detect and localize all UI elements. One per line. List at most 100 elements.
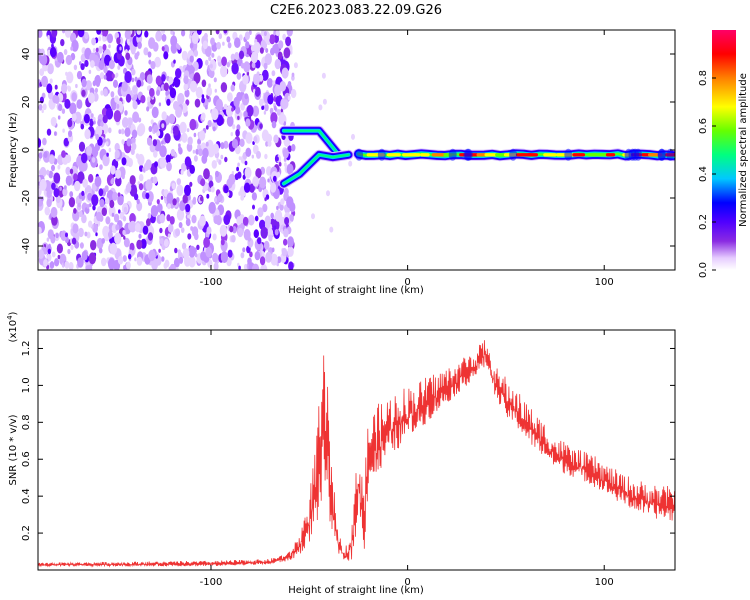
noise-blob: [176, 178, 181, 186]
noise-blob: [132, 85, 138, 94]
noise-blob: [123, 265, 127, 270]
noise-blob: [178, 147, 183, 155]
noise-blob: [212, 126, 216, 132]
noise-blob: [103, 66, 108, 74]
noise-blob: [67, 248, 71, 255]
noise-blob: [164, 133, 171, 144]
colorbar: 0.0 0.2 0.4 0.6 0.8 Normalized spectral ampl…: [698, 30, 749, 278]
noise-blob: [64, 261, 70, 269]
noise-blob: [119, 195, 124, 202]
signal-bulge: [355, 148, 364, 161]
noise-blob: [91, 37, 96, 46]
noise-blob: [95, 47, 99, 53]
noise-blob: [321, 72, 326, 79]
noise-blob: [147, 232, 154, 241]
noise-blob: [51, 30, 58, 38]
colorbar-tick-label: 0.8: [698, 70, 709, 86]
noise-blob: [311, 213, 315, 220]
noise-blob: [136, 256, 143, 266]
noise-blob: [144, 30, 149, 38]
noise-blob: [265, 251, 272, 263]
noise-blob: [57, 115, 61, 120]
noise-blob: [102, 225, 110, 238]
noise-blob: [96, 211, 102, 222]
noise-blob: [146, 85, 150, 91]
y-tick-label: -20: [21, 190, 32, 206]
noise-blob: [253, 136, 258, 143]
noise-blob: [134, 222, 141, 233]
noise-blob: [282, 99, 289, 109]
noise-blob: [217, 193, 223, 202]
noise-blob: [146, 106, 150, 112]
noise-blob: [201, 79, 207, 88]
noise-blob: [237, 227, 244, 238]
y-tick-label: 1.0: [21, 377, 32, 393]
noise-blob: [88, 220, 93, 228]
noise-blob: [84, 59, 89, 68]
signal-bulge: [666, 148, 675, 161]
noise-blob: [107, 33, 113, 44]
noise-blob: [195, 86, 203, 99]
noise-blob: [235, 106, 241, 115]
noise-blob: [116, 103, 120, 109]
noise-blob: [252, 176, 259, 187]
noise-blob: [263, 110, 267, 115]
signal-bulge: [624, 148, 633, 161]
noise-blob: [168, 113, 176, 124]
noise-blob: [229, 225, 234, 233]
noise-blob: [86, 231, 91, 239]
noise-blob: [212, 143, 220, 154]
noise-blob: [243, 110, 248, 118]
noise-blob: [146, 74, 153, 84]
noise-blob: [170, 148, 176, 157]
spectrogram-ticks: -100 0 100 -40 -20 0 20 40: [21, 30, 675, 288]
noise-blob: [223, 185, 229, 194]
noise-blob: [227, 92, 233, 102]
noise-blob: [266, 133, 272, 143]
noise-blob: [264, 153, 268, 160]
noise-blob: [92, 204, 96, 211]
colorbar-tick-label: 0.6: [698, 118, 709, 134]
noise-blob: [101, 30, 109, 37]
noise-blob: [102, 154, 110, 167]
noise-blob: [99, 164, 103, 170]
noise-blob: [252, 204, 255, 210]
noise-blob: [223, 30, 228, 34]
noise-blob: [203, 168, 210, 180]
noise-blob: [244, 93, 249, 100]
noise-blob: [181, 132, 188, 143]
noise-blob: [60, 206, 63, 212]
noise-blob: [61, 150, 66, 158]
noise-blob: [169, 87, 177, 99]
noise-blob: [147, 96, 151, 102]
noise-blob: [287, 145, 292, 153]
noise-blob: [171, 182, 176, 190]
noise-blob: [78, 227, 84, 238]
noise-blob: [136, 198, 140, 205]
noise-blob: [159, 145, 167, 158]
noise-blob: [201, 94, 205, 99]
noise-blob: [151, 106, 159, 119]
noise-blob: [61, 83, 68, 94]
noise-blob: [257, 207, 264, 218]
noise-blob: [293, 62, 298, 69]
noise-blob: [237, 162, 240, 167]
noise-blob: [231, 234, 236, 243]
noise-blob: [206, 86, 213, 97]
noise-blob: [184, 156, 192, 167]
noise-blob: [121, 117, 129, 128]
figure-title: C2E6.2023.083.22.09.G26: [270, 3, 442, 18]
noise-blob: [189, 181, 193, 187]
noise-blob: [265, 48, 269, 53]
noise-blob: [205, 46, 212, 57]
y-tick-label: 20: [21, 96, 32, 109]
noise-blob: [183, 83, 189, 91]
noise-blob: [153, 150, 158, 158]
noise-blob: [163, 238, 169, 248]
noise-blob: [66, 71, 74, 84]
noise-blob: [47, 63, 54, 75]
noise-blob: [274, 209, 283, 222]
noise-blob: [256, 150, 261, 159]
noise-blob: [111, 212, 115, 217]
noise-blob: [64, 185, 67, 190]
